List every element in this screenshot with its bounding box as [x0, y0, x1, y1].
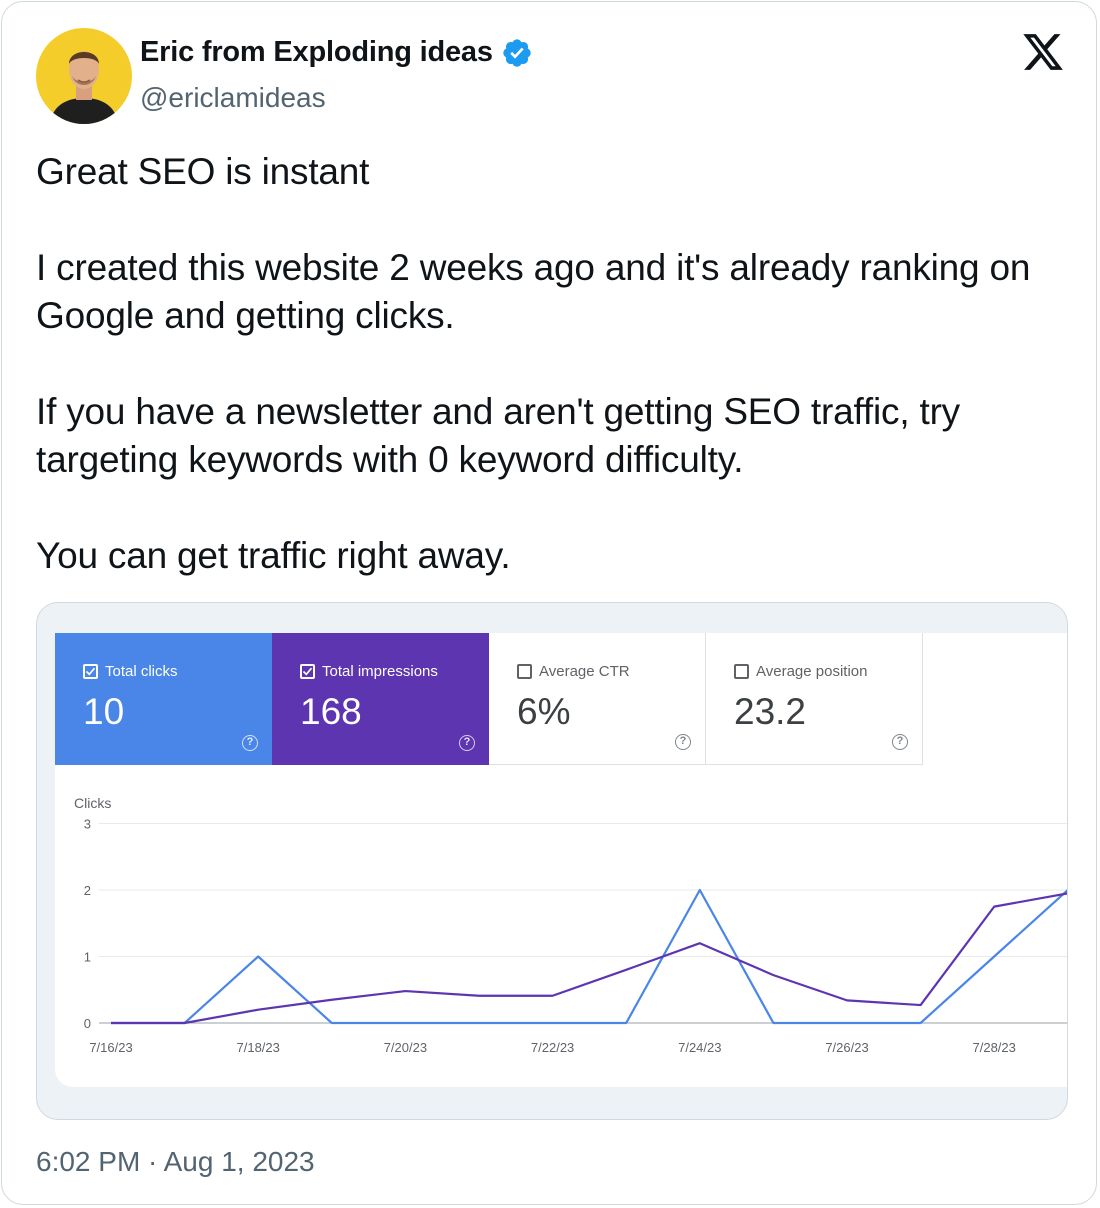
y-tick-label: 3 — [84, 817, 91, 832]
x-tick-label: 7/20/23 — [384, 1040, 427, 1055]
author-name-row[interactable]: Eric from Exploding ideas — [140, 36, 533, 69]
avatar-photo — [50, 51, 118, 124]
checkbox-unchecked-icon[interactable] — [517, 664, 532, 679]
metric-total-impressions[interactable]: Total impressions 168 ? — [272, 633, 489, 765]
help-icon[interactable]: ? — [675, 734, 691, 750]
x-tick-label: 7/16/23 — [89, 1040, 132, 1055]
tweet-media-image[interactable]: Total clicks 10 ? Total impressions 168 … — [36, 602, 1068, 1120]
metric-label: Average CTR — [539, 663, 630, 680]
tweet-text: Great SEO is instant I created this webs… — [36, 151, 1031, 576]
y-tick-label: 2 — [84, 883, 91, 898]
verified-badge-icon — [503, 38, 531, 67]
help-icon[interactable]: ? — [242, 735, 258, 751]
avatar[interactable] — [36, 28, 132, 124]
y-axis-label: Clicks — [74, 795, 111, 811]
checkbox-unchecked-icon[interactable] — [734, 664, 749, 679]
metric-value: 23.2 — [734, 691, 807, 732]
author-handle[interactable]: @ericlamideas — [140, 82, 326, 113]
metric-label: Total clicks — [105, 663, 178, 680]
metric-value: 6% — [517, 691, 571, 732]
metric-average-position[interactable]: Average position 23.2 ? — [706, 633, 923, 765]
search-console-panel: Total clicks 10 ? Total impressions 168 … — [55, 633, 1067, 1087]
y-tick-label: 0 — [84, 1016, 91, 1031]
series-line-impressions — [111, 892, 1067, 1025]
metric-total-clicks[interactable]: Total clicks 10 ? — [55, 633, 272, 765]
metric-label: Average position — [756, 663, 868, 680]
x-tick-label: 7/26/23 — [825, 1040, 868, 1055]
author-display-name[interactable]: Eric from Exploding ideas — [140, 36, 493, 68]
y-tick-label: 1 — [84, 950, 91, 965]
metric-label: Total impressions — [322, 663, 438, 680]
metric-value: 10 — [83, 691, 125, 732]
metric-value: 168 — [300, 691, 362, 732]
help-icon[interactable]: ? — [892, 734, 908, 750]
checkbox-checked-icon[interactable] — [300, 664, 315, 679]
x-tick-label: 7/24/23 — [678, 1040, 721, 1055]
metric-average-ctr[interactable]: Average CTR 6% ? — [489, 633, 706, 765]
help-icon[interactable]: ? — [459, 735, 475, 751]
clicks-line-chart: Clicks 0 1 2 3 7/16/23 7/18/23 7/20/23 7/22/23 7/… — [74, 795, 1067, 1055]
x-tick-label: 7/18/23 — [237, 1040, 280, 1055]
x-tick-label: 7/22/23 — [531, 1040, 574, 1055]
tweet-timestamp[interactable]: 6:02 PM · Aug 1, 2023 — [36, 1146, 315, 1177]
x-tick-label: 7/28/23 — [973, 1040, 1016, 1055]
series-line-clicks — [111, 888, 1067, 1025]
x-logo-icon[interactable] — [1020, 30, 1066, 74]
checkbox-checked-icon[interactable] — [83, 664, 98, 679]
